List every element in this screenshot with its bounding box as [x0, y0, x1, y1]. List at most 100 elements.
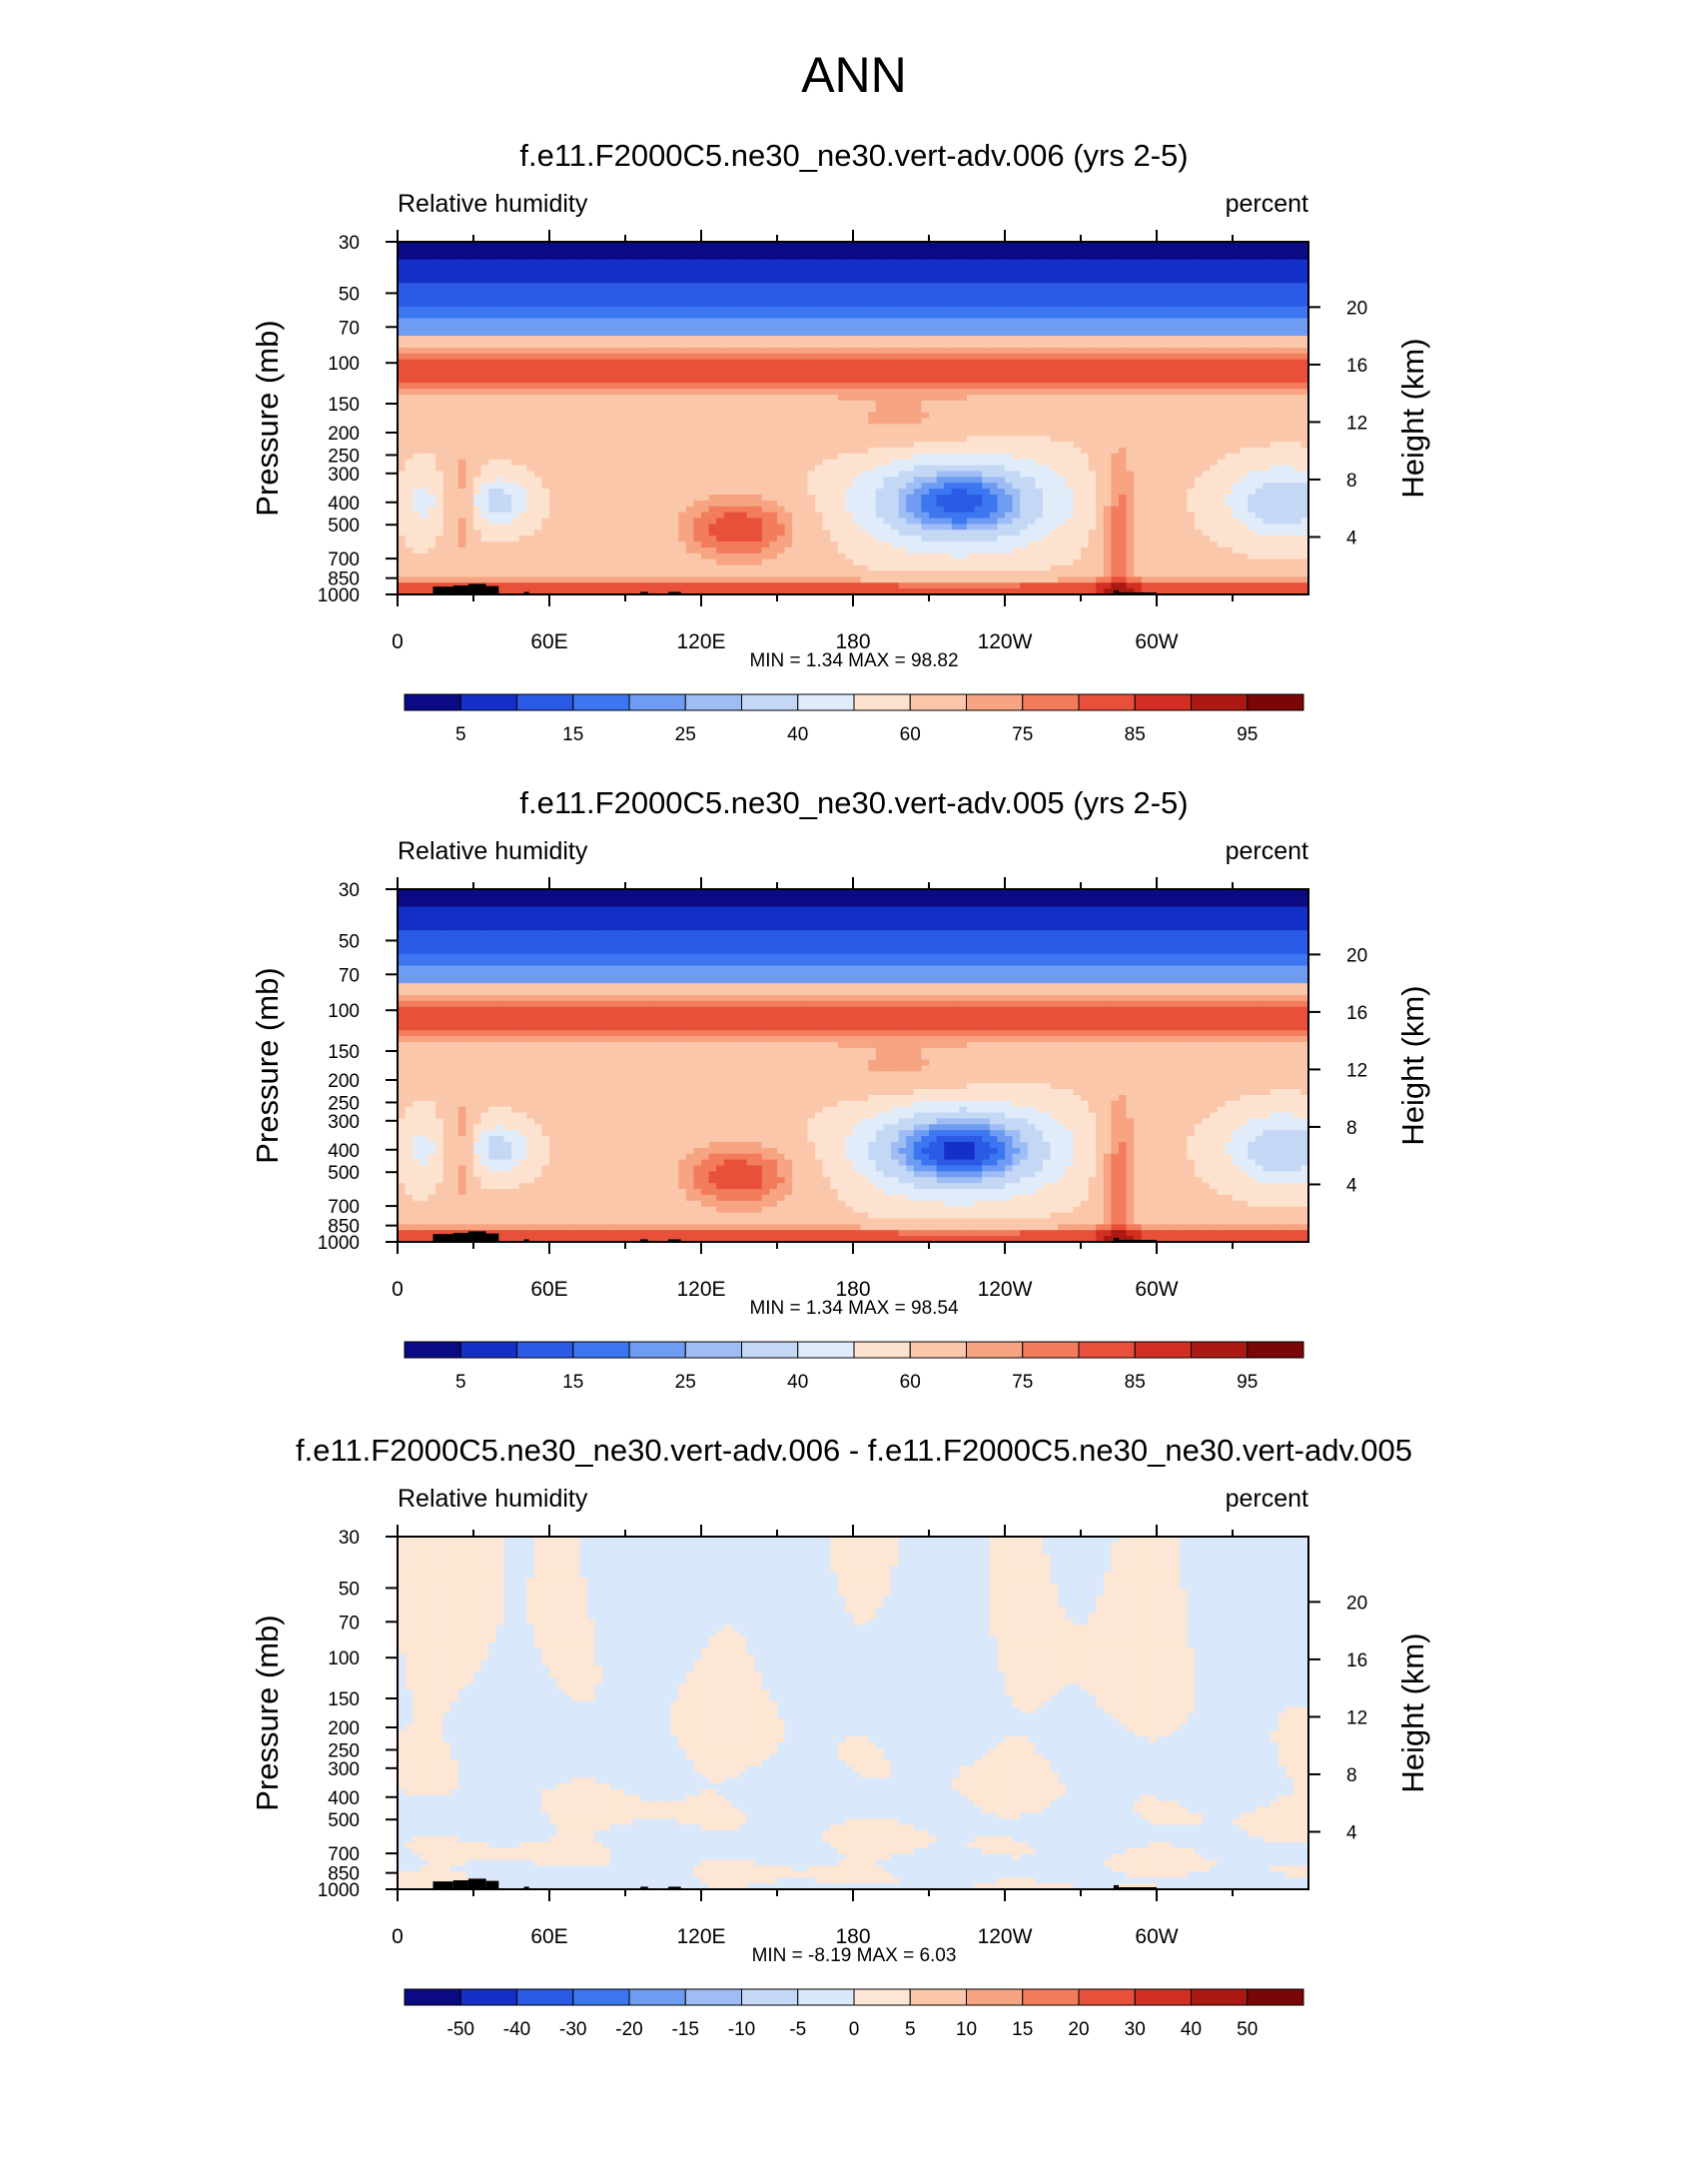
field-cell	[1195, 324, 1203, 330]
field-cell	[519, 248, 527, 254]
field-cell	[1089, 295, 1097, 301]
field-cell	[663, 436, 671, 442]
field-cell	[1149, 307, 1157, 313]
field-cell	[990, 454, 998, 460]
field-cell	[1089, 424, 1097, 430]
field-cell	[572, 395, 580, 401]
field-cell	[1157, 389, 1165, 395]
field-cell	[1051, 260, 1059, 266]
field-cell	[800, 471, 808, 477]
field-cell	[883, 348, 891, 354]
field-cell	[785, 342, 793, 348]
field-cell	[1134, 307, 1142, 313]
field-cell	[557, 389, 565, 395]
field-cell	[1035, 377, 1043, 383]
field-cell	[579, 318, 587, 324]
field-cell	[845, 248, 853, 254]
field-cell	[800, 460, 808, 466]
field-cell	[800, 348, 808, 354]
field-cell	[413, 413, 421, 419]
field-cell	[534, 366, 542, 372]
field-cell	[739, 301, 747, 307]
field-cell	[997, 413, 1005, 419]
field-cell	[488, 471, 496, 477]
field-cell	[541, 324, 549, 330]
field-cell	[534, 430, 542, 436]
field-cell	[731, 371, 739, 377]
field-cell	[1127, 318, 1135, 324]
field-cell	[602, 313, 610, 319]
field-cell	[458, 383, 466, 389]
field-cell	[944, 295, 952, 301]
field-cell	[1248, 419, 1256, 425]
field-cell	[465, 366, 473, 372]
field-cell	[1073, 324, 1081, 330]
field-cell	[1210, 436, 1218, 442]
field-cell	[967, 301, 975, 307]
field-cell	[929, 254, 937, 260]
field-cell	[1210, 371, 1218, 377]
field-cell	[785, 401, 793, 407]
field-cell	[853, 483, 861, 489]
field-cell	[1285, 471, 1293, 477]
field-cell	[838, 407, 846, 413]
field-cell	[1256, 389, 1264, 395]
field-cell	[990, 466, 998, 472]
field-cell	[564, 448, 572, 454]
field-cell	[1149, 466, 1157, 472]
field-cell	[944, 318, 952, 324]
field-cell	[1028, 307, 1036, 313]
field-cell	[762, 301, 770, 307]
field-cell	[640, 407, 648, 413]
field-cell	[595, 354, 603, 360]
field-cell	[1005, 413, 1013, 419]
field-cell	[1256, 336, 1264, 342]
field-cell	[807, 413, 815, 419]
field-cell	[716, 407, 724, 413]
field-cell	[1058, 424, 1066, 430]
field-cell	[534, 383, 542, 389]
field-cell	[481, 371, 489, 377]
field-cell	[435, 419, 443, 425]
field-cell	[724, 360, 732, 366]
field-cell	[1218, 313, 1226, 319]
field-cell	[724, 419, 732, 425]
field-cell	[853, 248, 861, 254]
field-cell	[959, 424, 967, 430]
field-cell	[1263, 466, 1271, 472]
field-cell	[655, 383, 663, 389]
field-cell	[762, 307, 770, 313]
field-cell	[1233, 348, 1241, 354]
field-cell	[1028, 477, 1036, 483]
field-cell	[413, 295, 421, 301]
field-cell	[443, 330, 451, 336]
field-cell	[1028, 377, 1036, 383]
field-cell	[1134, 354, 1142, 360]
field-cell	[450, 401, 458, 407]
field-cell	[519, 336, 527, 342]
field-cell	[511, 448, 519, 454]
field-cell	[557, 266, 565, 272]
field-cell	[891, 377, 899, 383]
field-cell	[716, 377, 724, 383]
field-cell	[1165, 401, 1173, 407]
field-cell	[815, 424, 823, 430]
field-cell	[975, 460, 983, 466]
field-cell	[1134, 295, 1142, 301]
field-cell	[450, 477, 458, 483]
field-cell	[1172, 419, 1180, 425]
field-cell	[747, 354, 755, 360]
field-cell	[572, 460, 580, 466]
field-cell	[406, 436, 414, 442]
field-cell	[906, 254, 914, 260]
field-cell	[838, 260, 846, 266]
field-cell	[1066, 266, 1074, 272]
field-cell	[944, 289, 952, 295]
field-cell	[458, 330, 466, 336]
field-cell	[1165, 254, 1173, 260]
field-cell	[997, 318, 1005, 324]
field-cell	[519, 371, 527, 377]
field-cell	[625, 483, 633, 489]
field-cell	[868, 354, 876, 360]
field-cell	[845, 448, 853, 454]
